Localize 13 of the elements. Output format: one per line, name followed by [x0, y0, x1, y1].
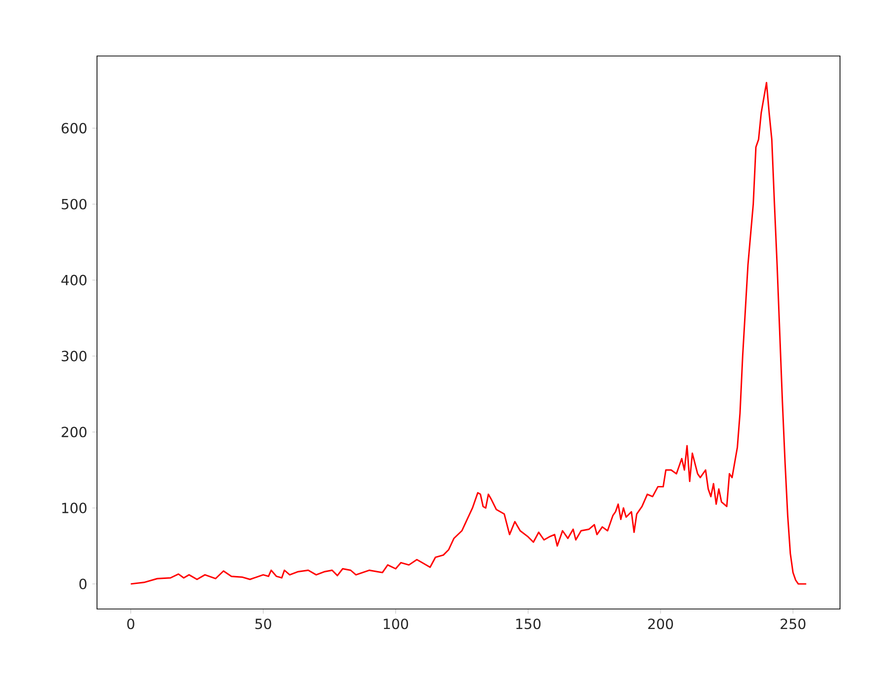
y-tick-label: 600 [62, 122, 86, 134]
y-tick-label: 300 [62, 350, 86, 362]
x-tick-label: 100 [384, 618, 408, 630]
y-tick-label: 400 [61, 274, 86, 286]
x-tick-label: 50 [255, 618, 272, 630]
y-tick-label: 200 [62, 426, 86, 438]
x-tick-label: 250 [780, 618, 806, 630]
x-tick-label: 150 [516, 618, 541, 630]
y-tick-label: 100 [62, 502, 86, 514]
y-tick-label: 0 [79, 578, 86, 590]
x-tick-label: 200 [648, 618, 673, 630]
x-tick-label: 0 [127, 618, 134, 630]
y-tick-label: 500 [62, 198, 86, 210]
